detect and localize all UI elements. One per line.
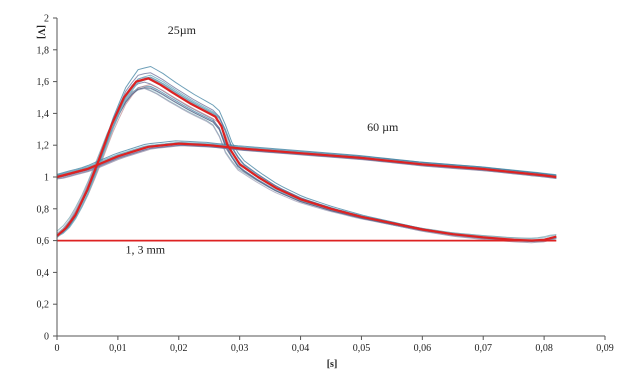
y-tick-label: 1,6 [37,77,50,88]
measurement-trace [56,77,557,242]
y-tick-label: 1,4 [37,109,50,120]
y-tick-label: 0,4 [37,268,50,279]
measurement-trace [56,77,557,241]
measurement-trace [56,74,557,243]
measurement-trace [56,87,557,241]
measurement-trace [56,76,557,242]
x-tick-label: 0,03 [231,343,249,354]
x-tick-label: 0,08 [535,343,553,354]
y-tick-label: 0 [44,332,49,343]
x-tick-label: 0,07 [474,343,492,354]
measurement-trace [56,87,557,242]
tick-layer: 0 0,01 0,02 0,03 0,04 0,05 0,06 0,07 0,08 0,09 0 0,… [37,14,614,355]
series-line-1 [56,142,557,179]
annotation-1-3mm: 1, 3 mm [125,242,165,256]
x-tick-label: 0,04 [292,343,310,354]
series-layer [56,77,557,242]
x-tick-label: 0,02 [170,343,188,354]
x-tick-label: 0,06 [414,343,432,354]
x-axis-title: [s] [327,359,338,369]
annotation-60um: 60 µm [367,120,399,134]
x-tick-label: 0 [55,343,60,354]
measurement-trace [56,85,557,242]
annotation-25um: 25µm [168,23,197,37]
measurement-trace [56,81,557,243]
axes [56,18,605,337]
measurement-trace [56,83,557,241]
y-tick-label: 2 [44,14,49,25]
y-tick-label: 0,2 [37,300,50,311]
x-tick-label: 0,01 [109,343,127,354]
measurement-trace [56,142,557,177]
x-tick-label: 0,09 [596,343,614,354]
y-tick-label: 0,6 [37,236,50,247]
measurement-trace [56,72,557,242]
measurement-trace [56,140,557,176]
y-tick-label: 1,8 [37,45,50,56]
y-axis-title: [V] [35,25,46,39]
measurement-trace [56,76,557,244]
y-tick-label: 1 [44,173,49,184]
measurement-trace [56,87,557,240]
measurement-trace [56,143,557,178]
series-line-0 [56,77,557,242]
x-tick-label: 0,05 [353,343,371,354]
measurement-trace [56,87,557,239]
y-tick-label: 0,8 [37,204,50,215]
y-tick-label: 1,2 [37,141,50,152]
